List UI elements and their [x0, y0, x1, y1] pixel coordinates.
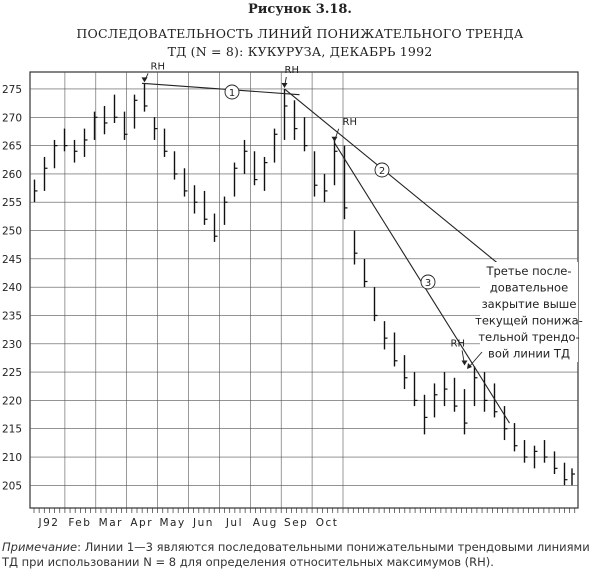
ohlc-chart: 205 210 215 220 225 230 235 240 245 250 255 260 265 2…	[2, 61, 583, 529]
y-axis: 205 210 215 220 225 230 235 240 245 250 255 260 265 2…	[2, 84, 22, 492]
x-tick-label: Oct	[316, 517, 339, 529]
rh-markers: RH RH RH RH	[141, 61, 468, 366]
trend-line	[284, 88, 528, 288]
x-tick-label: Apr	[130, 517, 153, 529]
trend-line-number-badge	[224, 84, 240, 100]
chart-title-line2: ТД (N = 8): КУКУРУЗА, ДЕКАБРЬ 1992	[167, 44, 433, 59]
chart-title-line1: ПОСЛЕДОВАТЕЛЬНОСТЬ ЛИНИЙ ПОНИЖАТЕЛЬНОГО …	[76, 26, 524, 41]
trend-lines: 1 2 3	[141, 82, 528, 424]
x-tick-label: Aug	[253, 517, 278, 529]
y-tick-label: 245	[2, 254, 22, 266]
trend-line-label: 2	[379, 166, 385, 177]
rh-label: RH	[451, 338, 465, 349]
trend-line-number-badge	[420, 274, 436, 290]
y-tick-label: 205	[2, 480, 22, 492]
x-tick-label: J92	[38, 517, 60, 529]
rh-arrowhead	[281, 82, 288, 88]
y-tick-label: 225	[2, 367, 22, 379]
y-tick-label: 265	[2, 141, 22, 153]
annotation-pointer	[468, 351, 483, 368]
y-tick-label: 270	[2, 112, 22, 124]
annotation-line: вой линии ТД	[488, 347, 570, 361]
y-tick-label: 215	[2, 424, 22, 436]
figure-label: Рисунок 3.18.	[248, 2, 352, 17]
x-axis: J92 Feb Mar Apr May Jun Jul Aug Sep Oct	[33, 508, 576, 529]
y-tick-label: 255	[2, 197, 22, 209]
rh-arrowhead	[331, 136, 338, 142]
annotation: Третье после-довательное закрытие выше тек…	[467, 264, 583, 369]
annotation-line: Третье после-	[485, 264, 571, 278]
y-tick-label: 250	[2, 226, 22, 238]
x-tick-label: Sep	[284, 517, 308, 529]
annotation-line: текущей понижа-	[475, 314, 583, 328]
trend-line-label: 1	[229, 88, 235, 99]
y-tick-label: 240	[2, 282, 22, 294]
y-tick-label: 275	[2, 84, 22, 96]
y-tick-label: 210	[2, 452, 22, 464]
footnote-text: : Линии 1—3 являются последовательными п…	[2, 540, 590, 569]
x-tick-label: Jun	[192, 517, 214, 529]
x-tick-label: Feb	[68, 517, 91, 529]
annotation-pointer-head	[467, 363, 472, 369]
rh-label: RH	[285, 65, 299, 76]
y-tick-label: 220	[2, 395, 22, 407]
y-tick-label: 235	[2, 310, 22, 322]
trend-line-number-badge	[374, 162, 390, 178]
annotation-line: закрытие выше	[482, 297, 577, 311]
annotation-line: тельной трендо-	[478, 330, 579, 344]
footnote: Примечание: Линии 1—3 являются последова…	[2, 540, 598, 570]
x-tick-label: Jul	[225, 517, 243, 529]
rh-arrowhead	[141, 77, 148, 83]
annotation-line: довательное	[490, 281, 568, 295]
rh-label: RH	[151, 61, 165, 72]
trend-line-label: 3	[425, 278, 431, 289]
rh-label: RH	[343, 117, 357, 128]
rh-arrowhead	[461, 360, 468, 366]
x-tick-label: Mar	[99, 517, 123, 529]
y-tick-label: 230	[2, 339, 22, 351]
footnote-label: Примечание	[2, 540, 78, 554]
x-tick-label: May	[159, 517, 185, 529]
annotation-backdrop	[480, 262, 578, 362]
y-tick-label: 260	[2, 169, 22, 181]
price-bars	[33, 83, 575, 486]
trend-line	[141, 82, 300, 96]
